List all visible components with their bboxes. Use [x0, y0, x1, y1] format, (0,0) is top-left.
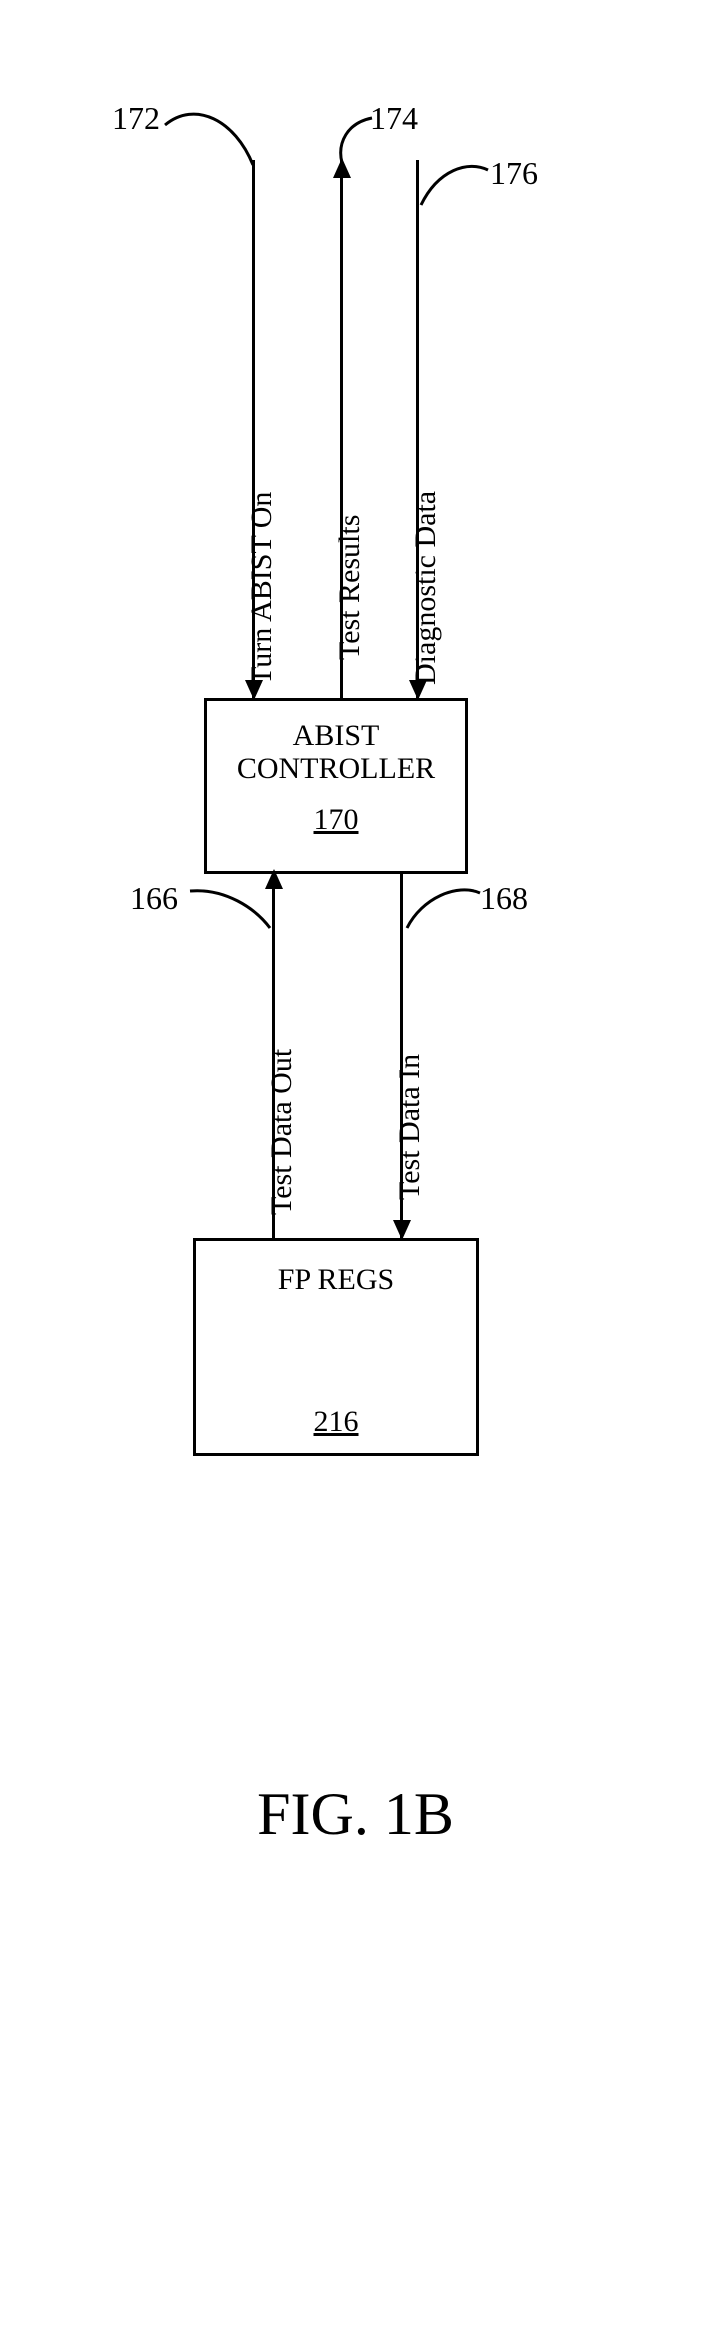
box-abist-controller: ABIST CONTROLLER 170	[204, 698, 468, 874]
label-test-data-in: Test Data In	[393, 1054, 427, 1200]
ref-166: 166	[130, 880, 178, 917]
box-abist-title: ABIST CONTROLLER	[207, 719, 465, 785]
label-test-data-out: Test Data Out	[265, 1049, 299, 1215]
box-abist-ref: 170	[207, 803, 465, 837]
box-fpregs-title: FP REGS	[196, 1241, 476, 1296]
leader-172	[165, 110, 265, 180]
label-diagnostic-data: Diagnostic Data	[409, 491, 443, 685]
ref-172: 172	[112, 100, 160, 137]
label-test-results: Test Results	[333, 515, 367, 660]
arrowhead-down	[393, 1220, 411, 1240]
arrowhead-up	[265, 869, 283, 889]
figure-1b: Turn ABIST On Test Results Diagnostic Da…	[0, 0, 711, 2326]
leader-168	[402, 888, 487, 938]
leader-166	[190, 888, 280, 938]
box-fpregs-ref: 216	[196, 1405, 476, 1439]
leader-174	[332, 118, 392, 173]
ref-168: 168	[480, 880, 528, 917]
box-fp-regs: FP REGS 216	[193, 1238, 479, 1456]
figure-caption: FIG. 1B	[0, 1780, 711, 1849]
label-turn-abist-on: Turn ABIST On	[245, 492, 279, 685]
leader-176	[418, 165, 498, 215]
